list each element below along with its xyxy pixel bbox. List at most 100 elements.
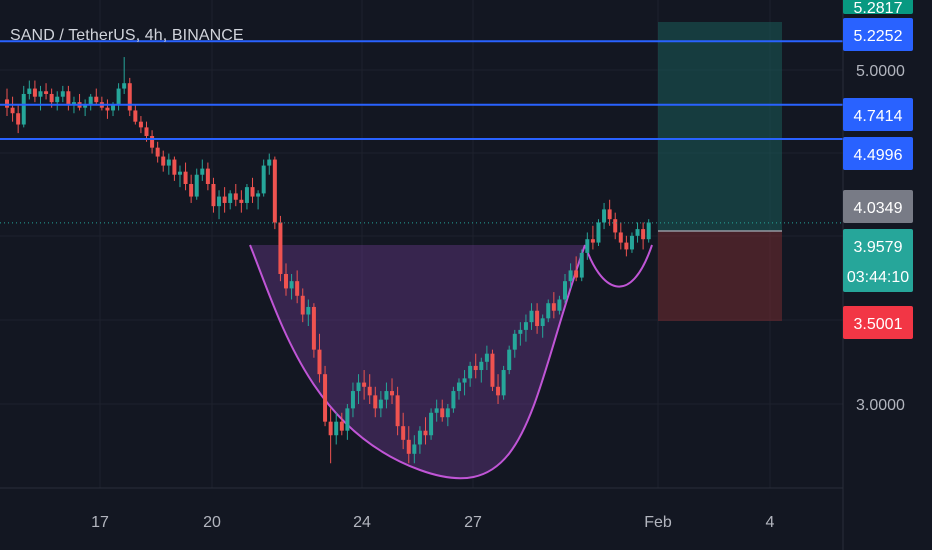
level-2-price-tag-text: 4.7414 (854, 108, 903, 125)
candle-body (284, 273, 288, 289)
candle-body (557, 299, 562, 311)
level-2-price-tag[interactable] (843, 98, 913, 131)
candle-body (445, 408, 450, 418)
candle-body (38, 91, 43, 97)
y-tick-label: 5.0000 (856, 63, 905, 80)
candle-body (563, 281, 567, 300)
candle-body (523, 322, 528, 330)
stop-price-tag[interactable] (843, 306, 913, 339)
candle-body (518, 329, 523, 334)
candle-body (417, 430, 422, 445)
candle-body (395, 395, 400, 427)
candle-body (256, 193, 261, 197)
handle-pattern-curve (584, 244, 653, 288)
candle-body (88, 96, 93, 105)
stop-zone[interactable] (658, 231, 782, 321)
x-tick-label: 24 (353, 514, 371, 531)
candle-body (423, 430, 428, 436)
candle-body (546, 303, 551, 319)
target-price-tag[interactable] (843, 0, 913, 14)
candle-body (590, 239, 595, 243)
candle-body (144, 127, 149, 136)
candle-body (356, 382, 361, 392)
price-tags: 5.2817 5.2252 4.7414 4.4996 4.0349 3.9579 03:4… (843, 0, 913, 339)
candle-body (339, 421, 344, 431)
candle-body (94, 96, 99, 103)
candle-body (189, 183, 194, 197)
candle-body (200, 168, 205, 175)
x-tick-label: 4 (766, 514, 775, 531)
candle-body (462, 378, 467, 383)
candle-body (412, 444, 417, 454)
candle-body (484, 353, 489, 362)
candle-body (105, 107, 110, 111)
candle-body (373, 395, 378, 409)
candle-body (272, 159, 277, 223)
candle-body (150, 135, 155, 148)
target-zone[interactable] (658, 22, 782, 231)
entry-price-tag[interactable] (843, 190, 913, 223)
candle-body (44, 91, 49, 94)
candle-body (401, 426, 406, 440)
candle-body (205, 168, 210, 184)
candle-body (507, 349, 512, 371)
candle-body (334, 421, 339, 436)
candle-body (613, 219, 618, 233)
candle-body (451, 391, 456, 409)
horizontal-levels (0, 40, 843, 140)
candle-body (468, 365, 473, 379)
candle-body (194, 174, 199, 197)
candle-body (295, 281, 300, 296)
candle-body (55, 96, 60, 103)
candle-body (127, 83, 132, 111)
candle-body (60, 91, 65, 97)
candle-body (116, 88, 121, 105)
candle-body (574, 270, 579, 278)
candle-body (278, 222, 283, 274)
candle-body (49, 93, 54, 103)
x-tick-label: Feb (644, 514, 672, 531)
candle-body (239, 199, 244, 203)
candle-body (300, 295, 305, 315)
candle-body (473, 365, 478, 371)
candle-body (10, 107, 15, 114)
candle-body (27, 88, 32, 94)
candle-body (529, 310, 534, 323)
candle-body (289, 281, 294, 289)
candle-body (635, 229, 640, 236)
symbol-title: SAND / TetherUS, 4h, BINANCE (10, 27, 244, 44)
level-1-price-tag-text: 5.2252 (854, 28, 903, 45)
candle-body (32, 88, 37, 97)
candle-body (311, 306, 316, 350)
stop-price-tag-text: 3.5001 (854, 316, 903, 333)
candle-body (233, 193, 238, 200)
level-3-price-tag[interactable] (843, 137, 913, 170)
candle-body (267, 159, 272, 166)
candle-body (328, 421, 333, 436)
candle-body (155, 147, 160, 157)
level-1-price-tag[interactable] (843, 18, 913, 51)
candle-body (21, 93, 26, 125)
last-price-tag[interactable] (843, 229, 913, 292)
candle-body (479, 361, 484, 371)
candle-body (345, 408, 350, 431)
candle-body (384, 391, 389, 400)
candle-body (512, 333, 517, 350)
candle-body (177, 171, 182, 175)
candle-body (390, 391, 395, 396)
candle-body (122, 83, 127, 89)
candle-body (261, 165, 266, 194)
last-price-tag-text: 03:44:10 (847, 269, 909, 286)
candle-body (367, 386, 372, 396)
candle-body (323, 374, 328, 422)
x-tick-label: 17 (91, 514, 109, 531)
candle-body (133, 110, 138, 122)
y-tick-label: 3.0000 (856, 397, 905, 414)
candle-body (306, 306, 311, 315)
candle-body (16, 113, 21, 125)
candle-body (579, 252, 584, 278)
candle-body (568, 270, 573, 282)
entry-price-tag-text: 4.0349 (854, 200, 903, 217)
